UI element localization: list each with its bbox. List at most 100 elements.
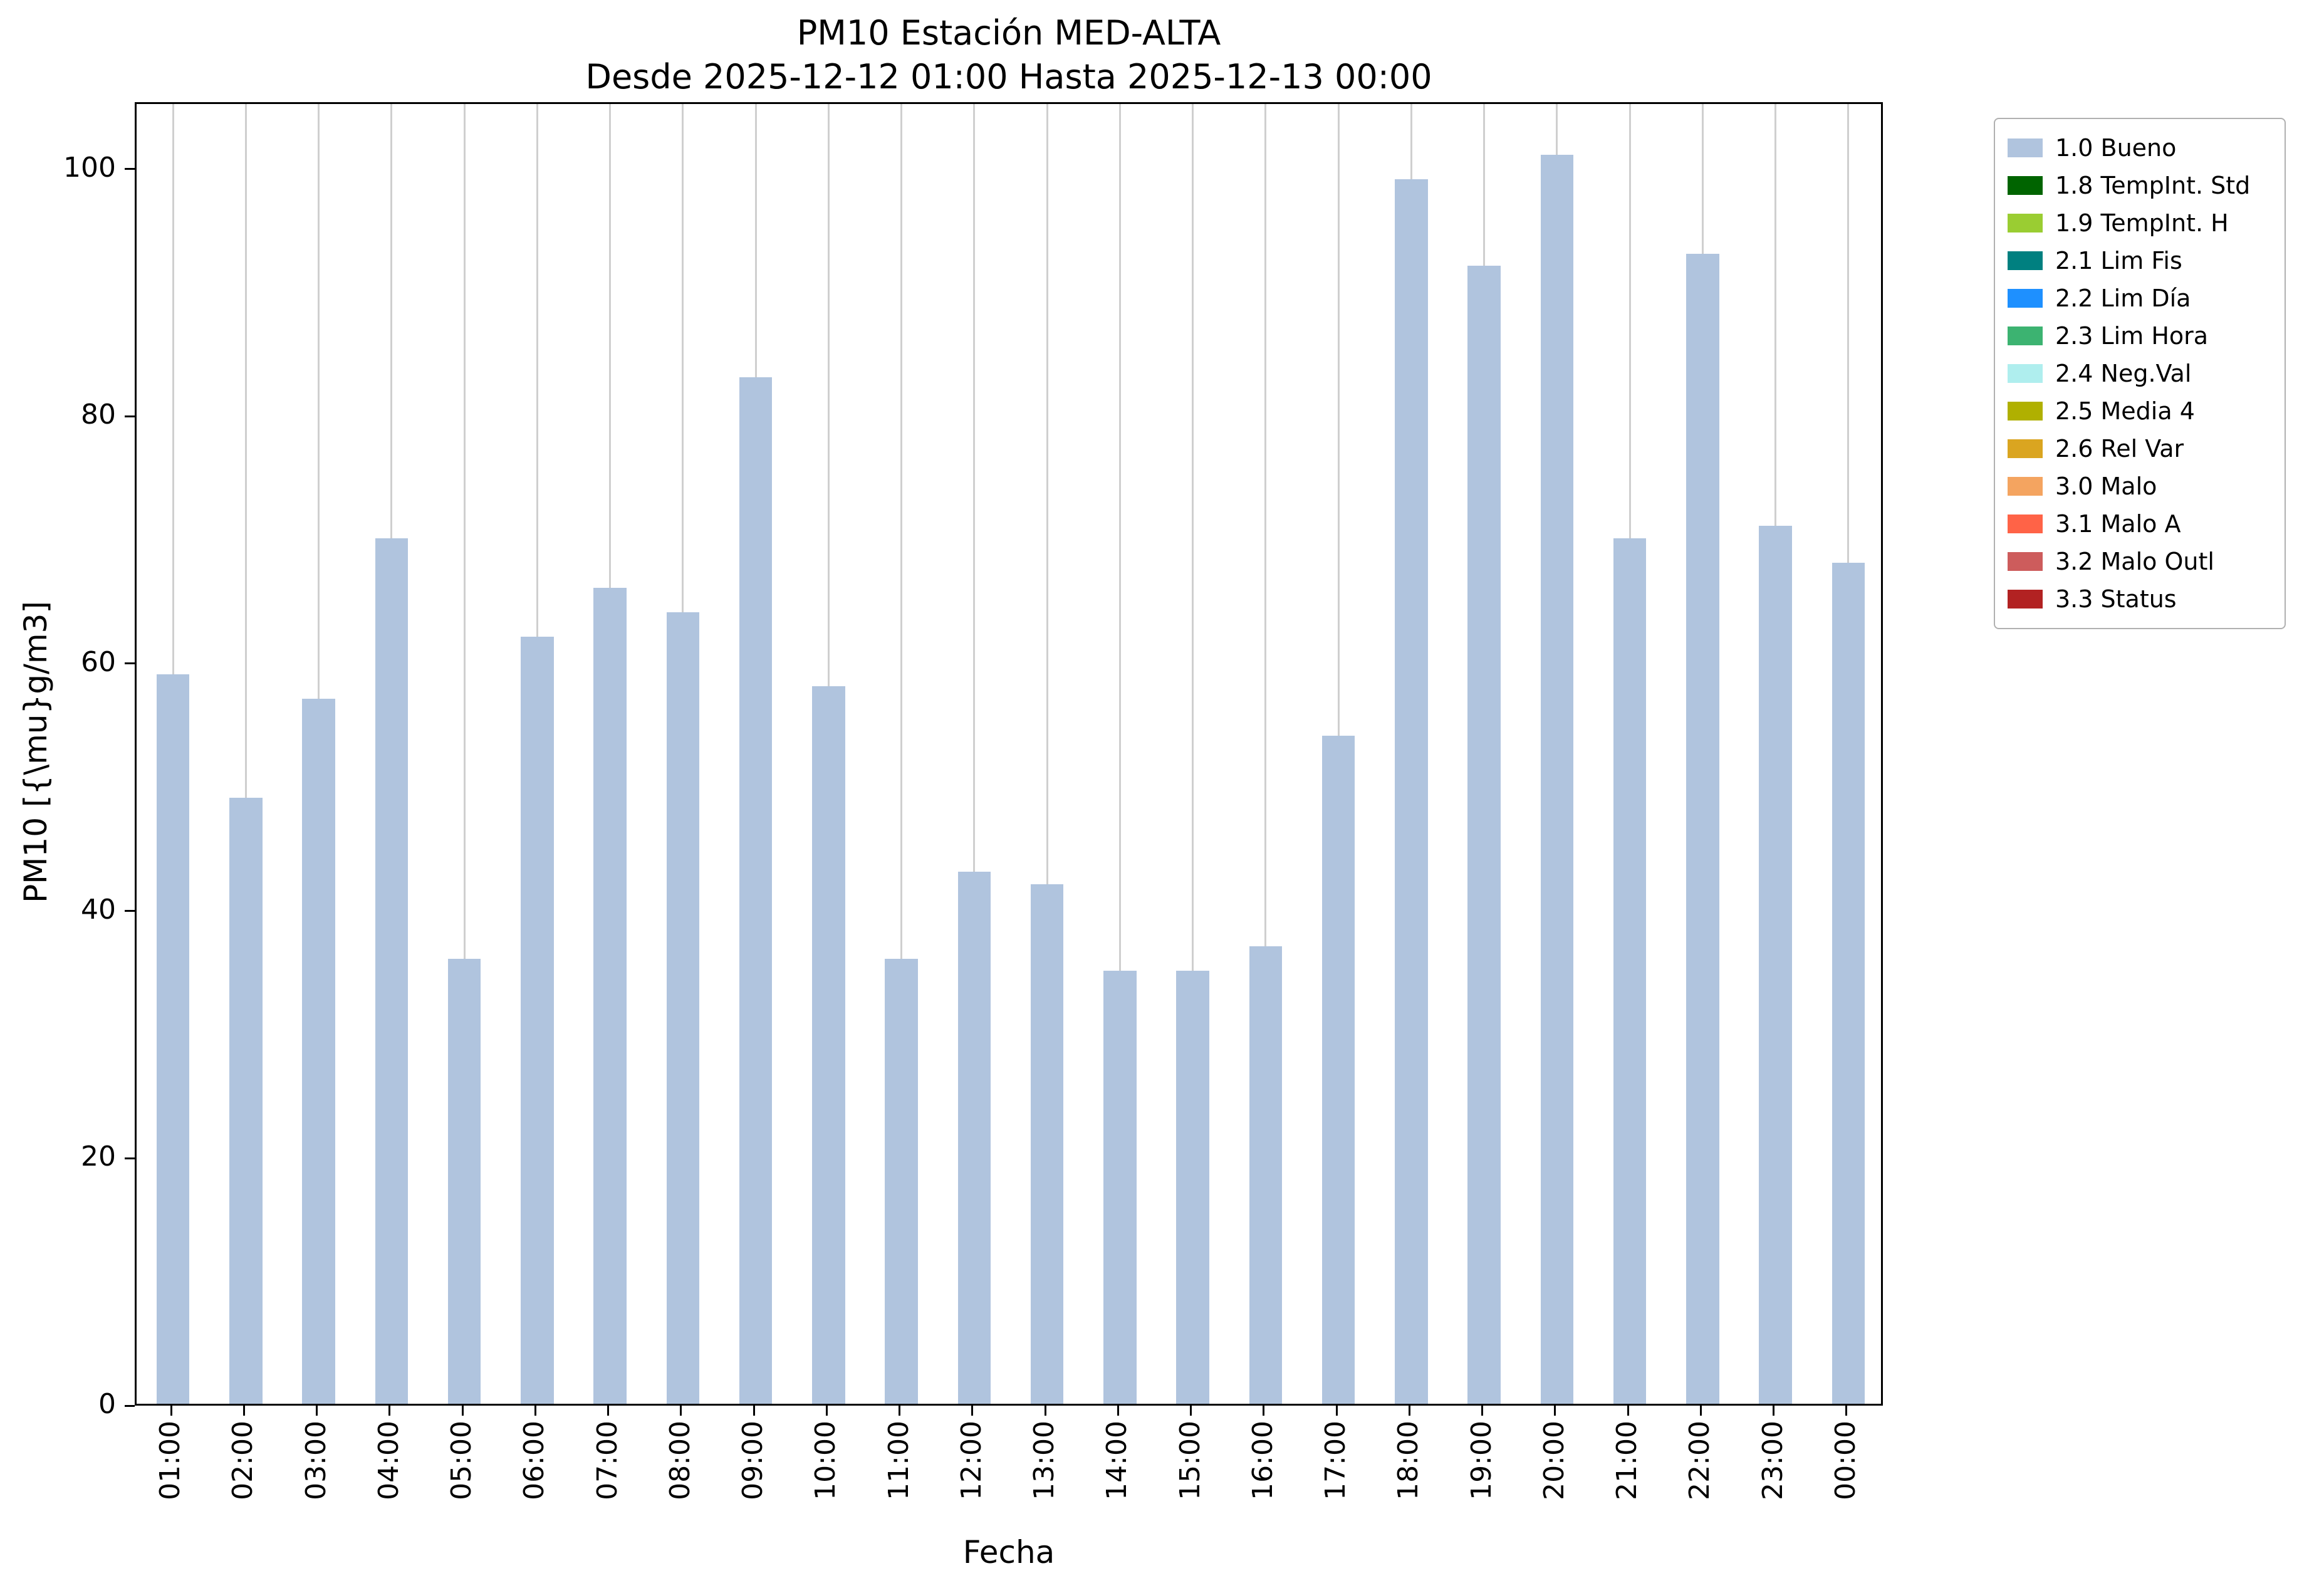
legend-label: 3.1 Malo A xyxy=(2055,510,2181,538)
y-tick-label: 20 xyxy=(81,1141,116,1173)
bar xyxy=(521,637,554,1404)
bar xyxy=(666,612,700,1404)
bar xyxy=(447,958,481,1404)
legend-swatch xyxy=(2008,176,2043,195)
bar xyxy=(812,686,845,1404)
legend-label: 1.9 TempInt. H xyxy=(2055,209,2229,237)
y-tick-mark xyxy=(125,1404,135,1407)
bar xyxy=(957,872,991,1404)
x-tick-label: 18:00 xyxy=(1392,1421,1425,1500)
legend-swatch xyxy=(2008,138,2043,157)
y-tick-label: 60 xyxy=(81,645,116,678)
y-tick-label: 80 xyxy=(81,399,116,431)
bar xyxy=(885,958,918,1404)
x-tick-label: 00:00 xyxy=(1829,1421,1862,1500)
x-tick-mark xyxy=(899,1406,901,1416)
x-gridline xyxy=(900,104,903,1404)
x-tick-label: 08:00 xyxy=(664,1421,696,1500)
y-tick-mark xyxy=(125,168,135,170)
bar xyxy=(229,798,263,1404)
chart-subtitle: Desde 2025-12-12 01:00 Hasta 2025-12-13 … xyxy=(585,57,1432,97)
x-tick-mark xyxy=(1335,1406,1338,1416)
legend-item: 3.1 Malo A xyxy=(2008,505,2272,543)
x-tick-label: 21:00 xyxy=(1611,1421,1644,1500)
bar xyxy=(1030,884,1064,1404)
chart-title: PM10 Estación MED-ALTA xyxy=(796,13,1221,53)
x-tick-label: 12:00 xyxy=(955,1421,987,1500)
legend-item: 2.2 Lim Día xyxy=(2008,279,2272,317)
x-tick-mark xyxy=(242,1406,245,1416)
legend-label: 2.3 Lim Hora xyxy=(2055,322,2209,350)
legend-item: 1.8 TempInt. Std xyxy=(2008,167,2272,204)
chart-title-block: PM10 Estación MED-ALTA Desde 2025-12-12 … xyxy=(135,11,1883,99)
y-tick-mark xyxy=(125,662,135,665)
bar xyxy=(593,587,627,1404)
legend-item: 2.4 Neg.Val xyxy=(2008,355,2272,392)
x-tick-label: 09:00 xyxy=(737,1421,769,1500)
x-tick-mark xyxy=(971,1406,974,1416)
bar xyxy=(1176,971,1209,1404)
x-tick-mark xyxy=(1554,1406,1556,1416)
x-tick-label: 02:00 xyxy=(227,1421,259,1500)
bar xyxy=(1686,253,1719,1404)
y-tick-mark xyxy=(125,1157,135,1159)
x-tick-mark xyxy=(1044,1406,1046,1416)
legend-label: 3.0 Malo xyxy=(2055,473,2157,500)
x-tick-mark xyxy=(1263,1406,1265,1416)
bar xyxy=(739,377,773,1404)
x-tick-mark xyxy=(1408,1406,1410,1416)
x-tick-mark xyxy=(607,1406,610,1416)
x-tick-mark xyxy=(825,1406,828,1416)
legend-label: 3.3 Status xyxy=(2055,585,2177,613)
x-tick-label: 15:00 xyxy=(1174,1421,1206,1500)
bar xyxy=(1467,266,1501,1404)
bar xyxy=(1540,154,1574,1404)
x-tick-label: 11:00 xyxy=(882,1421,915,1500)
x-tick-mark xyxy=(753,1406,755,1416)
bar xyxy=(302,699,335,1404)
legend-swatch xyxy=(2008,251,2043,270)
legend-swatch xyxy=(2008,326,2043,345)
bar xyxy=(1759,525,1792,1404)
legend-label: 2.6 Rel Var xyxy=(2055,435,2184,462)
x-tick-mark xyxy=(1699,1406,1702,1416)
legend-label: 2.5 Media 4 xyxy=(2055,397,2195,425)
legend-label: 1.0 Bueno xyxy=(2055,134,2177,162)
x-tick-mark xyxy=(1190,1406,1192,1416)
legend-item: 3.0 Malo xyxy=(2008,468,2272,505)
bar xyxy=(1832,563,1865,1404)
x-tick-label: 22:00 xyxy=(1684,1421,1716,1500)
x-tick-label: 14:00 xyxy=(1101,1421,1133,1500)
legend-swatch xyxy=(2008,552,2043,571)
bar xyxy=(375,538,409,1404)
x-tick-label: 13:00 xyxy=(1028,1421,1061,1500)
x-tick-mark xyxy=(1627,1406,1629,1416)
legend-item: 2.1 Lim Fis xyxy=(2008,242,2272,279)
bar xyxy=(156,674,190,1404)
y-tick-label: 100 xyxy=(63,151,116,184)
y-tick-mark xyxy=(125,415,135,417)
legend-swatch xyxy=(2008,402,2043,421)
legend-label: 3.2 Malo Outl xyxy=(2055,548,2214,575)
x-tick-label: 01:00 xyxy=(154,1421,187,1500)
x-tick-mark xyxy=(534,1406,536,1416)
y-tick-mark xyxy=(125,910,135,912)
x-gridline xyxy=(1264,104,1267,1404)
x-gridline xyxy=(973,104,976,1404)
bar xyxy=(1613,538,1647,1404)
x-tick-label: 20:00 xyxy=(1538,1421,1570,1500)
x-tick-label: 16:00 xyxy=(1246,1421,1279,1500)
legend: 1.0 Bueno 1.8 TempInt. Std 1.9 TempInt. H 2… xyxy=(1994,118,2286,629)
x-tick-label: 23:00 xyxy=(1756,1421,1789,1500)
legend-label: 2.1 Lim Fis xyxy=(2055,247,2182,274)
x-tick-mark xyxy=(316,1406,318,1416)
plot-area xyxy=(135,102,1883,1406)
legend-item: 2.3 Lim Hora xyxy=(2008,317,2272,355)
bar xyxy=(1321,736,1355,1404)
x-gridline xyxy=(1118,104,1121,1404)
x-tick-mark xyxy=(1773,1406,1775,1416)
x-gridline xyxy=(1192,104,1194,1404)
y-tick-label: 0 xyxy=(98,1388,116,1420)
x-tick-label: 19:00 xyxy=(1465,1421,1498,1500)
